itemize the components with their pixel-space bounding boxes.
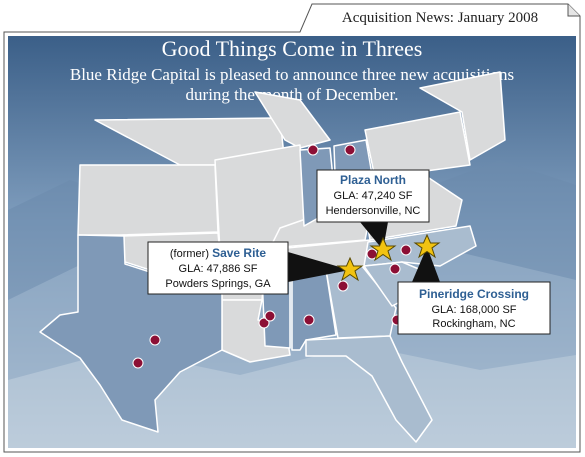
property-gla: GLA: 47,240 SF xyxy=(334,190,413,202)
callout-save-rite: (former) Save Rite GLA: 47,886 SF Powder… xyxy=(147,241,289,295)
property-dots xyxy=(132,144,412,369)
property-name: Save Rite xyxy=(212,246,266,260)
callout-plaza-north: Plaza North GLA: 47,240 SF Hendersonvill… xyxy=(316,169,430,223)
callout-pineridge: Pineridge Crossing GLA: 168,000 SF Rocki… xyxy=(397,281,551,335)
property-name: Pineridge Crossing xyxy=(419,287,529,301)
property-location: Powders Springs, GA xyxy=(165,278,271,290)
headline-subtitle: during the month of December. xyxy=(186,85,399,104)
page-curl xyxy=(567,4,580,17)
property-name: Plaza North xyxy=(340,173,406,187)
property-gla: GLA: 47,886 SF xyxy=(179,263,258,275)
property-title: (former) Save Rite xyxy=(170,246,267,260)
property-prefix: (former) xyxy=(170,248,209,260)
header-title: Acquisition News: January 2008 xyxy=(342,10,538,26)
property-gla: GLA: 168,000 SF xyxy=(432,304,517,316)
property-location: Rockingham, NC xyxy=(432,318,515,330)
headline-subtitle: Blue Ridge Capital is pleased to announc… xyxy=(70,65,514,84)
stars xyxy=(336,233,441,282)
headline-title: Good Things Come in Threes xyxy=(162,36,423,61)
property-location: Hendersonville, NC xyxy=(326,205,421,217)
